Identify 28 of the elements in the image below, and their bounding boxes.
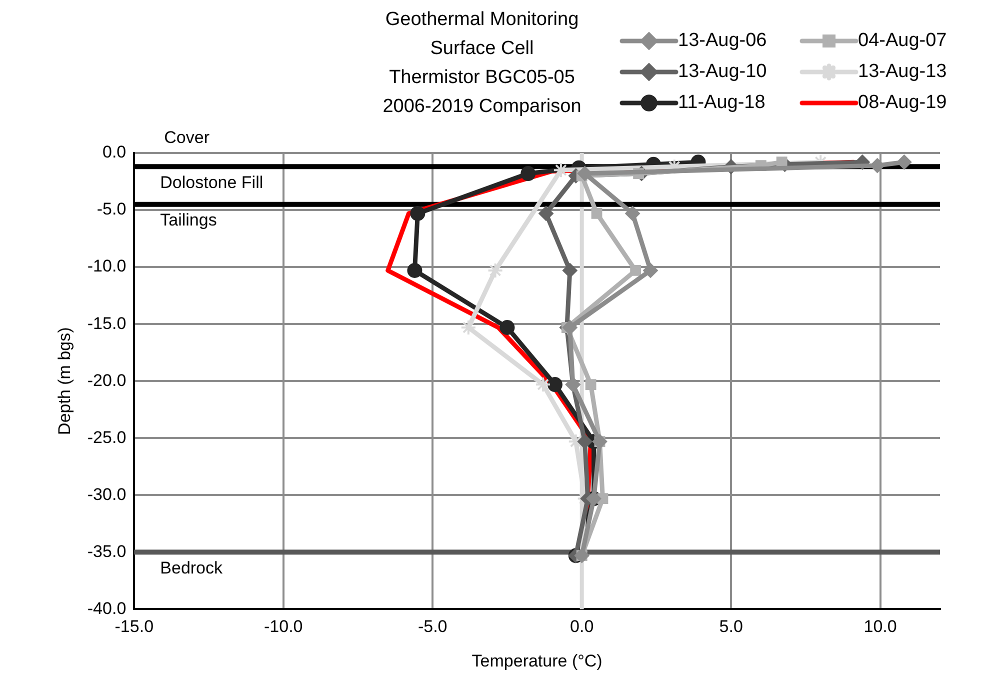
y-tick-label: -30.0 [87, 484, 126, 504]
x-tick-label: -5.0 [418, 617, 448, 636]
legend-label: 13-Aug-13 [858, 61, 947, 82]
legend-label: 08-Aug-19 [858, 92, 947, 114]
x-tick-label: -10.0 [264, 617, 303, 636]
legend-label: 11-Aug-18 [678, 92, 766, 114]
y-axis-title: Depth (m bgs) [54, 327, 74, 435]
text: Cover [164, 128, 210, 148]
x-axis-title: Temperature (°C) [472, 651, 602, 670]
y-tick-label: -10.0 [87, 256, 126, 276]
y-tick-label: -20.0 [87, 370, 126, 390]
legend-label: 13-Aug-10 [678, 61, 767, 82]
x-tick-label: 0.0 [570, 617, 594, 636]
ref-line-label: Dolostone Fill [160, 172, 264, 192]
legend-label: 04-Aug-07 [858, 30, 947, 52]
x-tick-label: -15.0 [114, 617, 154, 636]
ref-line-label: Tailings [160, 210, 217, 230]
y-tick-label: -40.0 [87, 598, 126, 618]
ref-line-label: Bedrock [160, 558, 224, 578]
chart-title: Geothermal Monitoring Surface Cell Thermistor BGC05-05 2006-2019 Comparison [382, 9, 582, 118]
legend-label: 13-Aug-06 [678, 30, 767, 52]
y-tick-label: -35.0 [87, 542, 126, 561]
y-tick-label: -15.0 [87, 314, 126, 333]
x-tick-label: 10.0 [864, 617, 897, 636]
y-tick-label: -5.0 [96, 200, 126, 219]
x-tick-label: 5.0 [719, 617, 743, 636]
y-tick-label: -25.0 [87, 428, 126, 447]
y-tick-label: 0.0 [102, 142, 126, 162]
